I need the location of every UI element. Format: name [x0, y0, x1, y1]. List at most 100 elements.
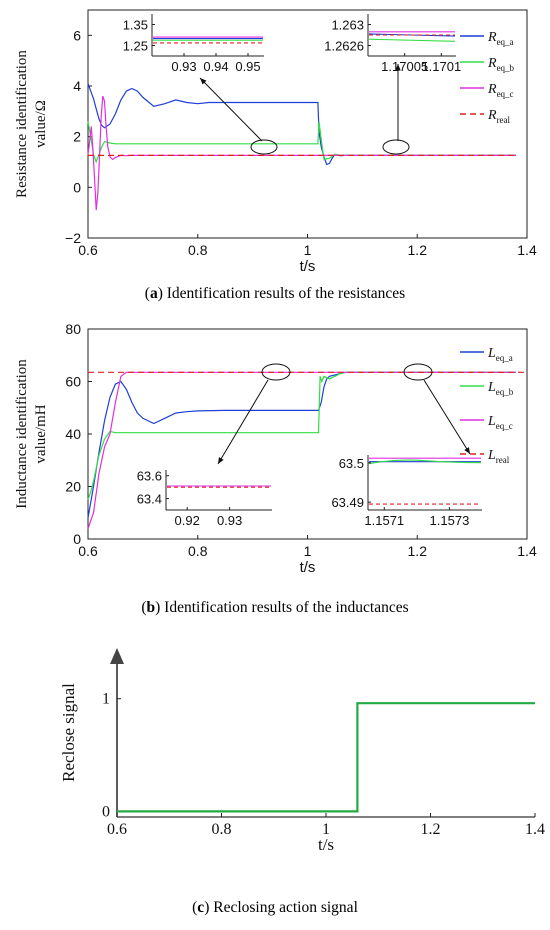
legend-sub: eq_b: [497, 63, 515, 73]
y-axis-label-line: value/Ω: [33, 100, 49, 148]
zoom-marker-ellipse: [382, 139, 410, 155]
x-tick-label: 0.8: [188, 543, 208, 559]
zoom-arrow: [423, 379, 471, 455]
legend-label-eq-a: Req_a: [487, 30, 514, 47]
y-axis-label-line: Reclose signal: [59, 683, 78, 782]
legend-main: L: [487, 346, 496, 361]
y-axis-label: Inductance identification value/mH: [14, 359, 49, 509]
inset-x-tick-label: 0.95: [235, 59, 260, 74]
inset-background: [166, 470, 272, 510]
caption-reclose-signal: (c) Reclosing action signal: [192, 899, 358, 916]
y-tick-label: 6: [73, 27, 81, 43]
x-axis-label: t/s: [318, 835, 334, 854]
inset-series-line: [368, 459, 482, 465]
legend-sub: eq_c: [496, 421, 513, 431]
inset-x-tick-label: 1.1701: [421, 59, 461, 74]
x-tick-label: 0.8: [212, 821, 232, 838]
legend-sub: eq_c: [497, 89, 514, 99]
y-axis-label: Resistance identification value/Ω: [14, 50, 49, 198]
legend-label-real: Rreal: [487, 108, 511, 125]
inset-x-tick-label: 0.94: [203, 59, 228, 74]
caption-inductance: (b) Identification results of the induct…: [141, 599, 408, 616]
y-tick-label: 2: [73, 129, 81, 145]
inset-y-tick-label: 63.6: [137, 469, 162, 484]
legend-main: L: [487, 448, 496, 463]
inset-y-tick-label: 1.35: [123, 18, 148, 33]
y-tick-label: 20: [65, 479, 81, 495]
inset-2: 1.1571 1.1573 63.49 63.5: [331, 455, 482, 528]
inset-1: 0.93 0.94 0.95 1.25 1.35: [123, 14, 264, 74]
zoom-arrowhead: [218, 457, 224, 464]
x-axis-label: t/s: [300, 559, 316, 576]
y-tick-label: −2: [65, 230, 81, 246]
series-r-eq-b: [87, 121, 516, 164]
y-tick-label: 0: [73, 179, 81, 195]
zoom-arrow: [199, 77, 263, 142]
x-tick-label: 1: [304, 543, 312, 559]
x-tick-label: 1.2: [408, 543, 428, 559]
x-tick-label: 1.4: [525, 821, 545, 838]
inset-y-tick-label: 63.49: [331, 495, 364, 510]
inset-x-tick-label: 0.93: [171, 59, 196, 74]
y-tick-label: 60: [65, 374, 81, 390]
x-tick-label: 0.6: [78, 242, 98, 258]
legend-sub: real: [497, 115, 511, 125]
zoom-marker-ellipse: [250, 139, 278, 155]
y-axis-label-line: Inductance identification: [14, 359, 30, 509]
series-reclose: [117, 702, 535, 813]
caption-resistance: (a) Identification results of the resist…: [145, 285, 405, 302]
inset-y-tick-label: 1.263: [331, 18, 364, 33]
inset-x-tick-label: 1.1571: [364, 513, 404, 528]
y-tick-label: 0: [102, 803, 110, 820]
y-axis-label-line: value/mH: [33, 404, 49, 463]
inset-y-tick-label: 1.2626: [324, 39, 364, 54]
y-axis-arrowhead: [110, 648, 124, 664]
inset-y-tick-label: 1.25: [123, 39, 148, 54]
inset-background: [368, 455, 482, 510]
series-l-eq-b: [87, 371, 516, 500]
x-tick-label: 1: [322, 821, 330, 838]
legend-sub: eq_b: [496, 387, 514, 397]
x-tick-label: 1.4: [517, 543, 537, 559]
legend-main: R: [487, 108, 497, 123]
legend-sub: eq_a: [496, 353, 513, 363]
zoom-marker-ellipse: [261, 363, 291, 381]
x-tick-label: 1.2: [421, 821, 441, 838]
series-r-eq-a: [87, 83, 516, 166]
inset-background: [152, 14, 264, 56]
y-tick-label: 80: [65, 321, 81, 337]
y-axis-label: Reclose signal: [59, 683, 78, 782]
legend-main: R: [487, 82, 497, 97]
chart-panel-inductance: 0.6 0.8 1 1.2 1.4 0 20 40 60 80 t/s Inductance iden…: [14, 321, 537, 576]
legend-label-real: Lreal: [487, 448, 510, 465]
legend-main: L: [487, 380, 496, 395]
zoom-marker-ellipse: [403, 363, 433, 381]
legend-sub: eq_a: [497, 37, 514, 47]
legend-main: R: [487, 30, 497, 45]
inset-x-tick-label: 1.1573: [430, 513, 470, 528]
legend-main: R: [487, 56, 497, 71]
x-axis-label: t/s: [300, 258, 316, 275]
legend-sub: real: [496, 455, 510, 465]
zoom-arrow: [217, 379, 269, 465]
inset-x-tick-label: 1.17005: [381, 59, 428, 74]
y-axis-label-line: Resistance identification: [14, 50, 30, 198]
y-tick-label: 0: [73, 531, 81, 547]
x-tick-label: 0.6: [78, 543, 98, 559]
chart-panel-resistance: 0.6 0.8 1 1.2 1.4 −2 0 2 4 6 t/s Resistance identif…: [14, 9, 537, 275]
series-r-eq-c: [87, 95, 516, 211]
inset-x-tick-label: 0.93: [217, 513, 242, 528]
zoom-arrowhead: [464, 447, 470, 454]
y-tick-label: 4: [73, 78, 81, 94]
inset-y-tick-label: 63.5: [339, 456, 364, 471]
legend-label-eq-a: Leq_a: [487, 346, 513, 363]
y-tick-label: 1: [102, 691, 110, 708]
legend-label-eq-c: Leq_c: [487, 414, 513, 431]
y-tick-label: 40: [65, 426, 81, 442]
legend-label-eq-b: Leq_b: [487, 380, 514, 397]
zoom-arrowhead: [395, 64, 401, 71]
inset-series-line: [368, 38, 456, 42]
